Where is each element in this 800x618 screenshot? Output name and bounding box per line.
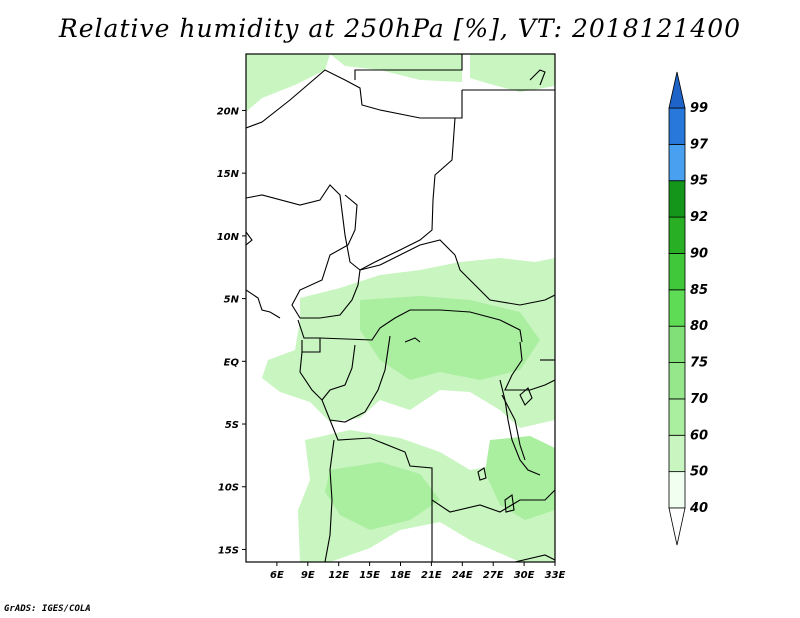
- lake-outline: [477, 467, 487, 481]
- colorbar-level-label: 99: [690, 101, 708, 116]
- colorbar-level-label: 60: [690, 428, 708, 443]
- colorbar-level-label: 50: [690, 465, 708, 480]
- border-line: [324, 439, 335, 562]
- humidity-area-south-core: [325, 462, 440, 530]
- lon-tick-label: 18E: [390, 570, 411, 581]
- border-line: [246, 231, 253, 246]
- border-line: [291, 194, 361, 319]
- colorbar-segment: [668, 289, 686, 327]
- colorbar-top-arrow: [668, 71, 686, 109]
- lat-tick-label: 10S: [218, 483, 239, 494]
- colorbar-segment: [668, 325, 686, 363]
- colorbar-segment: [668, 362, 686, 400]
- chart-title: Relative humidity at 250hPa [%], VT: 201…: [58, 14, 742, 43]
- colorbar-level-label: 97: [690, 137, 709, 152]
- colorbar-level-label: 95: [690, 174, 708, 189]
- border-line: [321, 344, 356, 401]
- colorbar-level-label: 80: [690, 319, 708, 334]
- colorbar-segment: [668, 180, 686, 218]
- lake-outline: [504, 494, 515, 513]
- border-line: [299, 351, 555, 513]
- humidity-area-central-core: [360, 296, 540, 380]
- lat-tick-label: 5S: [225, 420, 239, 431]
- border-line: [359, 239, 555, 306]
- colorbar-segment: [668, 107, 686, 145]
- humidity-area-southeast-core: [485, 436, 555, 520]
- border-line: [501, 394, 526, 461]
- colorbar-segment: [668, 253, 686, 291]
- border-line: [319, 309, 523, 343]
- colorbar-segment: [668, 143, 686, 182]
- border-line: [514, 554, 555, 562]
- lon-tick-label: 9E: [301, 570, 315, 581]
- lon-tick-label: 12E: [328, 570, 349, 581]
- border-line: [455, 90, 463, 119]
- humidity-area-northeast: [470, 54, 555, 92]
- lon-tick-label: 24E: [452, 570, 473, 581]
- lat-tick-label: 5N: [224, 295, 240, 306]
- lon-tick-label: 21E: [421, 570, 442, 581]
- coast-outline: [529, 69, 546, 86]
- border-line: [329, 335, 391, 423]
- colorbar-segment: [668, 434, 686, 473]
- colorbar-level-label: 85: [690, 283, 708, 298]
- lat-axis: 20N 15N 10N 5N EQ 5S 10S 15S: [217, 106, 246, 556]
- lake-outline: [519, 387, 533, 406]
- grads-credit: GrADS: IGES/COLA: [4, 604, 91, 614]
- lon-axis: 6E 9E 12E 15E 18E 21E 24E 27E 30E 33E: [270, 562, 566, 581]
- border-line: [246, 289, 281, 319]
- country-borders: [246, 54, 555, 562]
- lat-tick-label: EQ: [224, 357, 240, 368]
- colorbar-level-label: 75: [690, 356, 708, 371]
- lat-tick-label: 10N: [217, 232, 240, 243]
- colorbar-level-label: 70: [690, 392, 708, 407]
- colorbar-segment: [668, 216, 686, 254]
- lon-tick-label: 6E: [270, 570, 284, 581]
- lon-tick-label: 30E: [514, 570, 535, 581]
- border-line: [246, 69, 456, 271]
- colorbar-level-label: 92: [690, 210, 708, 225]
- colorbar-level-label: 90: [690, 246, 708, 261]
- lon-tick-label: 15E: [359, 570, 380, 581]
- humidity-area-northwest: [246, 54, 330, 112]
- humidity-fill-layer: [246, 54, 555, 562]
- border-line: [297, 319, 321, 353]
- border-line: [354, 54, 463, 80]
- humidity-area-north: [330, 54, 462, 82]
- lat-tick-label: 20N: [217, 106, 240, 117]
- colorbar-segment: [668, 398, 686, 436]
- colorbar: 99 97 95 92 90 85 80 75 70 60 50 40: [668, 71, 709, 546]
- colorbar-bottom-arrow: [668, 507, 686, 546]
- lake-outline: [404, 337, 421, 343]
- lat-tick-label: 15N: [217, 169, 240, 180]
- lon-tick-label: 33E: [545, 570, 566, 581]
- colorbar-level-label: 40: [689, 501, 708, 516]
- lat-tick-label: 15S: [218, 545, 239, 556]
- lon-tick-label: 27E: [483, 570, 504, 581]
- border-line: [504, 341, 555, 391]
- colorbar-segment: [668, 471, 686, 509]
